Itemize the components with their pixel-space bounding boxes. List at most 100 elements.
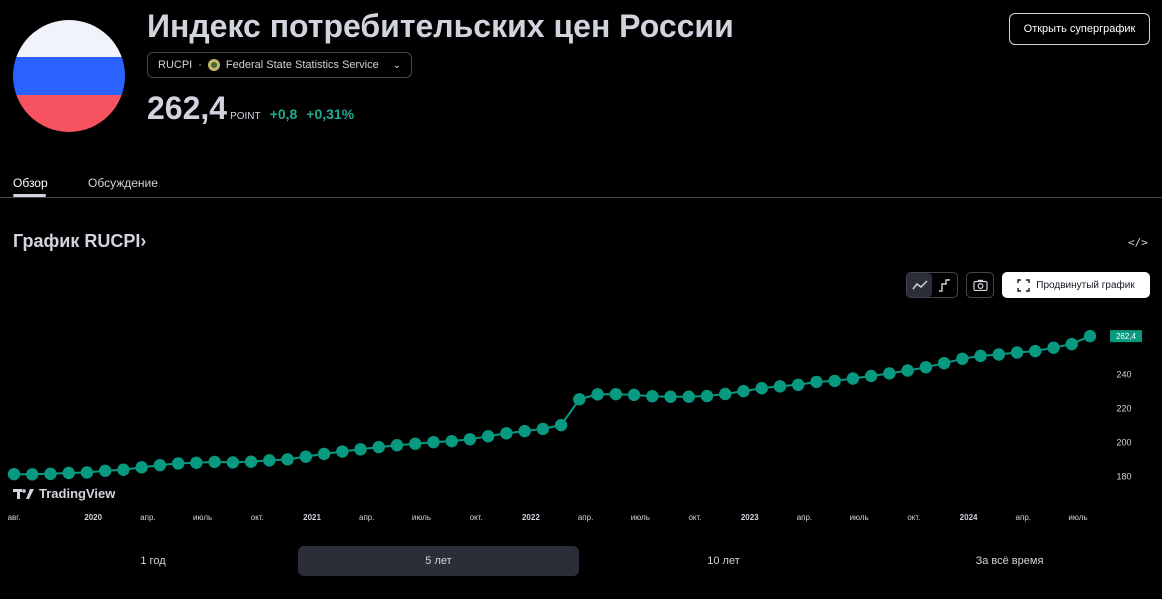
- advanced-chart-button[interactable]: Продвинутый график: [1002, 272, 1150, 298]
- x-tick-label: июль: [631, 513, 650, 522]
- x-tick-label: апр.: [140, 513, 155, 522]
- data-point: [810, 375, 823, 389]
- data-point: [573, 393, 586, 406]
- advanced-chart-label: Продвинутый график: [1036, 279, 1135, 291]
- source-logo-icon: [207, 59, 220, 71]
- data-point: [883, 367, 896, 380]
- data-point: [1065, 337, 1078, 351]
- data-point: [737, 384, 750, 398]
- step-chart-icon[interactable]: [932, 273, 957, 297]
- x-tick-label: апр.: [1016, 513, 1031, 522]
- data-point: [919, 361, 933, 374]
- data-point: [1083, 329, 1097, 343]
- chart-section-title-text: График RUCPI: [13, 231, 141, 251]
- data-point: [646, 390, 659, 403]
- data-point: [117, 463, 130, 476]
- data-point: [828, 374, 841, 388]
- x-tick-label: окт.: [907, 513, 920, 522]
- source-label: Federal State Statistics Service: [225, 59, 379, 71]
- price-row: 262,4 POINT +0,8 +0,31%: [147, 90, 354, 127]
- price-change: +0,8: [269, 106, 298, 122]
- data-point: [44, 467, 57, 481]
- range-10-years-button[interactable]: 10 лет: [707, 555, 740, 567]
- line-chart-icon[interactable]: [907, 273, 932, 297]
- cpi-line-chart[interactable]: 180 200 220 240 262,4 авг. 2020 апр. июль окт. 202…: [0, 300, 1162, 530]
- data-point: [1029, 344, 1042, 358]
- data-point: [481, 430, 495, 443]
- symbol-source-dropdown[interactable]: RUCPI · Federal State Statistics Service…: [147, 52, 413, 78]
- data-point: [336, 445, 349, 458]
- data-point: [682, 390, 695, 403]
- data-point: [244, 455, 258, 468]
- data-point: [463, 433, 477, 446]
- tab-overview[interactable]: Обзор: [13, 176, 48, 190]
- data-point: [409, 437, 422, 450]
- data-point: [372, 440, 385, 454]
- data-point: [992, 348, 1006, 361]
- data-point: [609, 387, 623, 401]
- x-tick-label: авг.: [8, 513, 21, 522]
- x-tick-label: окт.: [688, 513, 701, 522]
- y-tick-label: 180: [1116, 471, 1131, 481]
- x-tick-label: июль: [850, 513, 869, 522]
- data-point: [846, 372, 860, 385]
- data-point: [627, 388, 641, 402]
- data-point: [792, 378, 805, 392]
- data-point: [755, 382, 768, 395]
- series-line: [13, 335, 1091, 476]
- data-point: [317, 447, 331, 461]
- x-tick-label: апр.: [797, 513, 812, 522]
- chevron-right-icon: ›: [140, 231, 147, 251]
- data-point: [719, 387, 732, 401]
- data-point: [80, 466, 94, 479]
- data-point: [536, 422, 550, 436]
- data-point: [62, 466, 75, 480]
- y-tick-label: 240: [1116, 369, 1131, 379]
- range-5-years-button[interactable]: 5 лет: [298, 546, 579, 576]
- chevron-down-icon: ⌄: [392, 59, 402, 71]
- data-point: [445, 434, 458, 448]
- x-tick-label: 2024: [960, 513, 978, 522]
- data-point: [299, 450, 312, 463]
- chart-section-title[interactable]: График RUCPI›: [13, 231, 146, 252]
- range-selector: 1 год 5 лет 10 лет За всё время: [13, 546, 1150, 576]
- x-tick-label: 2021: [303, 513, 321, 522]
- data-point: [208, 455, 221, 469]
- data-point: [226, 456, 240, 469]
- data-point: [773, 380, 787, 393]
- embed-code-icon[interactable]: </>: [1128, 236, 1148, 249]
- data-point: [956, 352, 969, 365]
- tabs-bar: Обзор Обсуждение: [0, 168, 1162, 198]
- data-point: [937, 356, 951, 370]
- tradingview-logo: TradingView: [13, 486, 115, 501]
- page-title: Индекс потребительских цен России: [147, 8, 734, 44]
- separator-dot: ·: [198, 59, 202, 71]
- data-point: [153, 458, 167, 472]
- data-point: [26, 468, 39, 481]
- data-point: [554, 418, 568, 432]
- symbol-label: RUCPI: [158, 59, 193, 71]
- data-point: [500, 427, 513, 440]
- range-1-year-button[interactable]: 1 год: [140, 555, 166, 567]
- data-point: [591, 388, 604, 401]
- price-unit: POINT: [230, 111, 261, 122]
- data-point: [664, 390, 677, 403]
- data-point: [190, 456, 203, 469]
- range-all-time-button[interactable]: За всё время: [975, 555, 1044, 567]
- data-point: [390, 439, 404, 452]
- camera-icon[interactable]: [966, 272, 994, 298]
- tradingview-wordmark: TradingView: [39, 486, 116, 501]
- data-point: [7, 467, 21, 481]
- y-tick-label: 220: [1116, 403, 1131, 413]
- data-point: [901, 364, 914, 377]
- tab-discussion[interactable]: Обсуждение: [88, 176, 158, 190]
- x-tick-label: 2023: [741, 513, 759, 522]
- x-tick-label: окт.: [470, 513, 483, 522]
- data-point: [135, 461, 148, 474]
- data-point: [974, 349, 987, 363]
- data-point: [1047, 341, 1060, 354]
- x-tick-label: июль: [412, 513, 431, 522]
- x-tick-label: апр.: [359, 513, 374, 522]
- price-change-percent: +0,31%: [306, 106, 355, 122]
- open-supergraph-button[interactable]: Открыть суперграфик: [1009, 13, 1150, 45]
